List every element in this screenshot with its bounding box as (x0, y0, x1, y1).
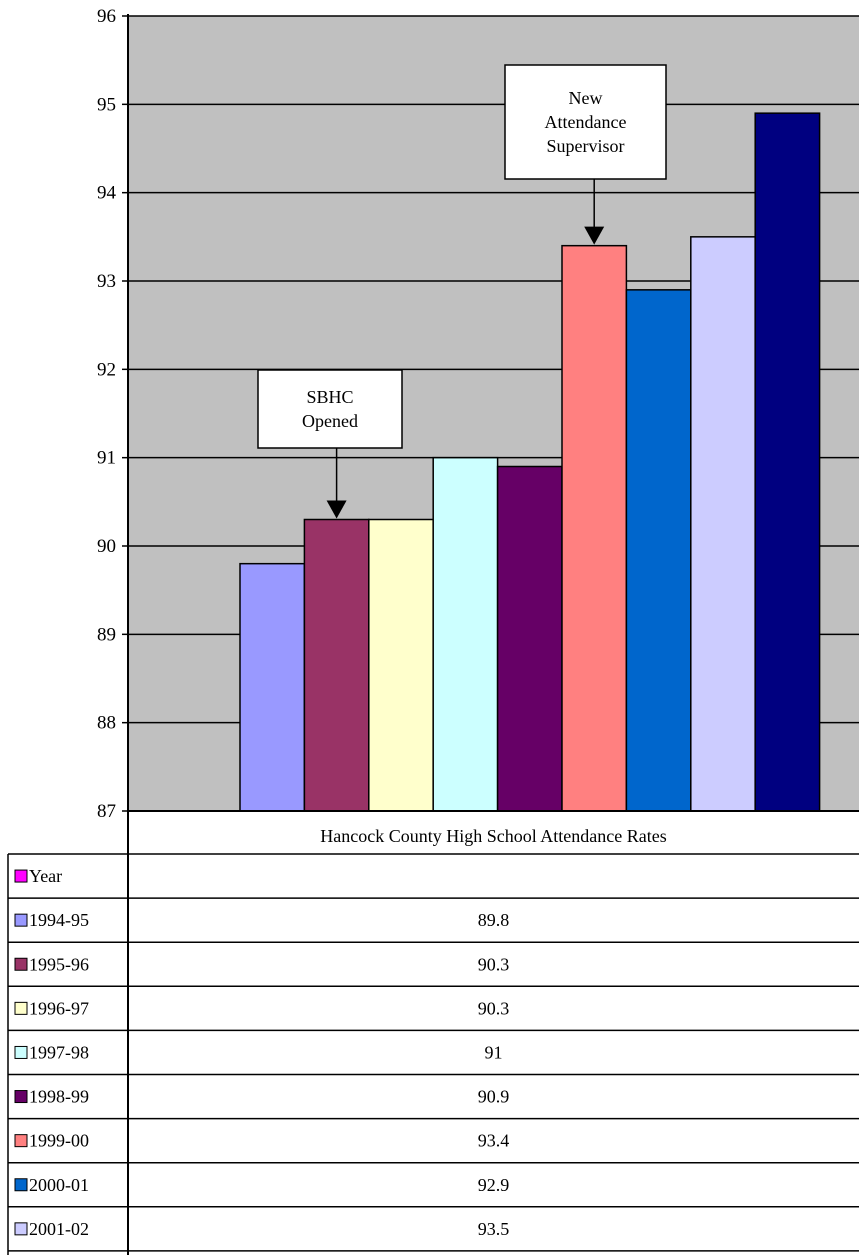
bar-2000-01 (625, 289, 692, 812)
annotation-text: SBHC (306, 387, 353, 407)
data-label-1995-96: 90.3 (478, 954, 510, 974)
legend-label-1998-99: 1998-99 (29, 1087, 89, 1107)
data-label-2000-01: 92.9 (478, 1175, 510, 1195)
legend-key-1998-99 (14, 1090, 28, 1104)
data-label-2001-02: 93.5 (478, 1219, 510, 1239)
y-tick-label: 92 (97, 359, 116, 380)
annotation-text: Supervisor (547, 136, 625, 156)
y-tick-label: 96 (97, 6, 116, 27)
legend-label-Year: Year (29, 866, 62, 886)
bar-1994-95 (239, 562, 306, 812)
legend-label-1995-96: 1995-96 (29, 954, 89, 974)
annotation-text: New (569, 88, 603, 108)
data-label-1994-95: 89.8 (478, 910, 510, 930)
legend-key-1995-96 (14, 957, 28, 971)
annotation-box (504, 64, 667, 180)
bar-1997-98 (432, 456, 499, 812)
y-tick-label: 88 (97, 713, 116, 734)
y-tick-label: 90 (97, 536, 116, 557)
legend-key-1997-98 (14, 1045, 28, 1059)
data-label-1996-97: 90.3 (478, 998, 510, 1018)
annotation-box (257, 369, 403, 449)
annotation-text: Attendance (545, 112, 627, 132)
y-tick-label: 89 (97, 624, 116, 645)
y-tick-label: 91 (97, 448, 116, 469)
bar-2001-02 (690, 236, 756, 812)
legend-label-2001-02: 2001-02 (29, 1219, 89, 1239)
legend-key-2001-02 (14, 1222, 28, 1236)
legend-key-2000-01 (14, 1178, 28, 1192)
legend-key-1996-97 (14, 1001, 28, 1015)
bar-2002-03 (754, 112, 821, 812)
legend-label-1999-00: 1999-00 (29, 1131, 89, 1151)
annotation-arrow-head (584, 226, 605, 245)
data-label-1998-99: 90.9 (478, 1087, 510, 1107)
bar-1996-97 (368, 518, 434, 812)
legend-key-Year (14, 869, 28, 883)
y-tick-label: 87 (97, 801, 116, 822)
annotation-callout: New Attendance Supervisor (504, 64, 667, 245)
legend-label-1996-97: 1996-97 (29, 998, 89, 1018)
data-label-1997-98: 91 (485, 1042, 503, 1062)
data-label-1999-00: 93.4 (478, 1131, 510, 1151)
y-tick-label: 93 (97, 271, 116, 292)
annotation-arrow-head (326, 500, 347, 519)
bar-1998-99 (496, 465, 563, 812)
annotation-callout: SBHC Opened (257, 369, 403, 519)
legend-label-2000-01: 2000-01 (29, 1175, 89, 1195)
category-axis-label: Hancock County High School Attendance Ra… (320, 826, 666, 846)
legend-label-1994-95: 1994-95 (29, 910, 89, 930)
annotation-text: Opened (302, 411, 358, 431)
legend-key-1999-00 (14, 1134, 28, 1148)
legend-label-1997-98: 1997-98 (29, 1042, 89, 1062)
y-tick-label: 94 (97, 183, 117, 204)
bar-1999-00 (561, 244, 628, 812)
y-tick-label: 95 (97, 94, 116, 115)
bar-1995-96 (303, 518, 370, 812)
legend-key-1994-95 (14, 913, 28, 927)
